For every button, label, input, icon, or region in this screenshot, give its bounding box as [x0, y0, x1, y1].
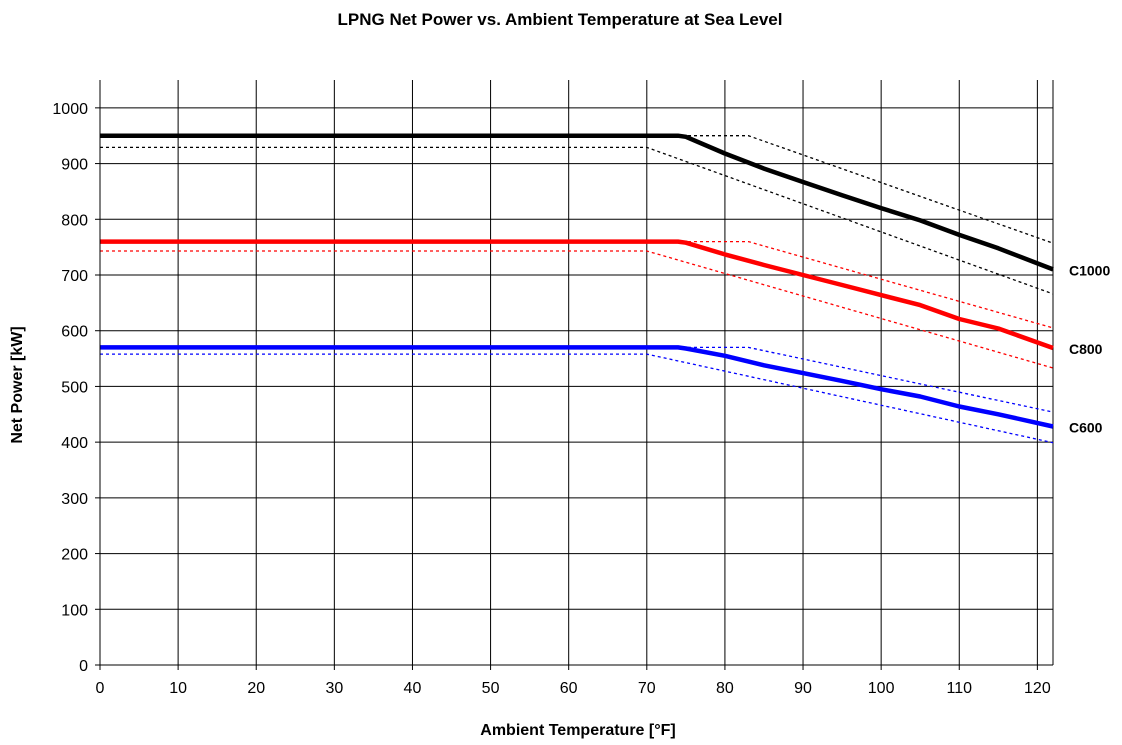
x-tick-label: 60 [560, 680, 578, 697]
y-tick-label: 0 [79, 658, 88, 675]
x-tick-label: 80 [716, 680, 734, 697]
x-tick-label: 0 [96, 680, 105, 697]
series-C1000-line [100, 133, 1054, 272]
x-tick-label: 100 [868, 680, 895, 697]
y-tick-label: 300 [61, 491, 88, 508]
y-tick-label: 200 [61, 547, 88, 564]
series-C600-lower-bound [100, 353, 1054, 444]
y-tick-label: 600 [61, 324, 88, 341]
series-label: C600 [1069, 420, 1103, 436]
x-axis-label: Ambient Temperature [°F] [480, 722, 675, 739]
y-tick-label: 100 [61, 602, 88, 619]
series-C600-line [100, 345, 1054, 429]
series-C800-lower-bound [100, 250, 1054, 369]
x-tick-label: 70 [638, 680, 656, 697]
x-tick-label: 50 [482, 680, 500, 697]
series-labels: C1000 C800 C600 [1069, 262, 1110, 435]
series-layer [100, 133, 1054, 444]
chart-title: LPNG Net Power vs. Ambient Temperature a… [338, 10, 783, 29]
x-axis-ticks: 0 10 20 30 40 50 60 70 80 90 100 110 120 [96, 665, 1051, 697]
x-tick-label: 90 [794, 680, 812, 697]
series-label: C1000 [1069, 262, 1110, 278]
y-tick-label: 900 [61, 157, 88, 174]
y-axis-label: Net Power [kW] [9, 326, 26, 443]
series-label: C800 [1069, 341, 1103, 357]
y-tick-label: 400 [61, 435, 88, 452]
plot-area [100, 80, 1053, 665]
y-tick-label: 500 [61, 379, 88, 396]
grid [100, 80, 1054, 665]
x-tick-label: 120 [1024, 680, 1051, 697]
x-tick-label: 40 [404, 680, 422, 697]
x-tick-label: 10 [169, 680, 187, 697]
y-axis-ticks: 0 100 200 300 400 500 600 700 800 900 1000 [52, 101, 100, 675]
x-tick-label: 110 [947, 680, 973, 697]
series-C800-line [100, 239, 1054, 351]
y-tick-label: 700 [61, 268, 88, 285]
x-tick-label: 20 [247, 680, 265, 697]
series-C1000-lower-bound [100, 146, 1054, 295]
x-tick-label: 30 [325, 680, 343, 697]
y-tick-label: 800 [61, 212, 88, 229]
y-tick-label: 1000 [52, 101, 88, 118]
